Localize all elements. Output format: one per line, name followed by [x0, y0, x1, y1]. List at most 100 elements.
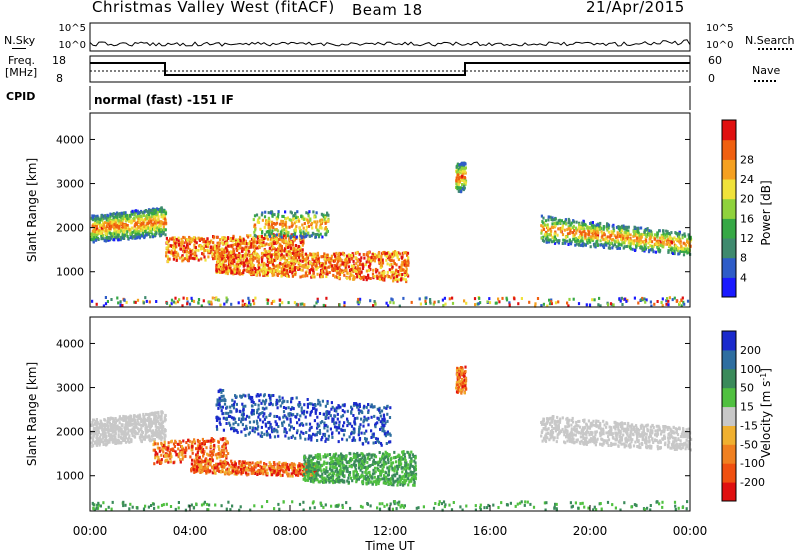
power-cell	[664, 236, 667, 239]
power-cell	[96, 228, 99, 232]
power-cell	[620, 243, 623, 247]
velocity-cell	[106, 422, 109, 425]
power-cell	[145, 226, 148, 230]
power-cell	[145, 228, 148, 232]
nsearch-legend-line	[758, 48, 792, 50]
velocity-cell	[145, 435, 148, 439]
velocity-cell	[145, 431, 148, 435]
velocity-cell	[118, 440, 121, 444]
power-cell	[599, 221, 602, 225]
velocity-cell	[231, 462, 234, 465]
power-cell	[459, 178, 462, 182]
power-cell	[138, 220, 141, 224]
velocity-cell	[148, 418, 151, 422]
power-cell	[277, 253, 280, 257]
power-cell	[367, 264, 371, 268]
power-cell	[343, 301, 346, 305]
power-cell	[679, 241, 682, 245]
power-cell	[369, 262, 372, 266]
power-cell	[273, 299, 276, 303]
velocity-cell	[202, 454, 205, 458]
power-cell	[673, 252, 676, 256]
power-cell	[378, 271, 381, 275]
power-cell	[269, 248, 272, 252]
velocity-cell	[199, 443, 202, 447]
power-cell	[245, 303, 248, 307]
power-cell	[217, 298, 221, 302]
power-cell	[550, 218, 553, 221]
power-cell	[461, 174, 464, 178]
velocity-cell	[197, 440, 200, 444]
power-cell	[114, 218, 117, 222]
nsearch-tick-top: 10^5	[706, 23, 733, 34]
power-cell	[681, 249, 684, 253]
power-cell	[336, 260, 339, 264]
velocity-cell	[180, 445, 183, 449]
velocity-cell	[164, 458, 168, 462]
power-cell	[322, 303, 325, 307]
power-cell	[677, 239, 680, 243]
power-cell	[603, 243, 606, 247]
velocity-cell	[139, 415, 142, 419]
power-cell	[299, 259, 302, 263]
power-cell	[103, 239, 106, 243]
velocity-cell	[154, 450, 157, 454]
power-cell	[455, 176, 458, 180]
power-cell	[346, 271, 349, 275]
power-cell	[97, 238, 100, 241]
power-cell	[199, 237, 202, 241]
power-cell	[165, 240, 168, 244]
power-cell	[325, 228, 328, 231]
power-cell	[460, 162, 463, 166]
power-cell	[621, 226, 624, 230]
power-cell	[264, 265, 267, 269]
power-cell	[650, 233, 653, 237]
power-cell	[212, 257, 215, 261]
power-cell	[596, 244, 599, 247]
power-cell	[673, 296, 676, 300]
power-cell	[300, 268, 303, 272]
velocity-cell	[152, 437, 155, 441]
power-cell	[163, 228, 166, 231]
power-cell	[324, 261, 328, 265]
velocity-cell	[133, 430, 136, 433]
power-cell	[248, 242, 251, 246]
power-cell	[192, 299, 196, 303]
power-cell	[636, 232, 639, 236]
power-cell	[547, 215, 550, 219]
power-cell	[183, 236, 186, 240]
power-cell	[564, 239, 567, 243]
power-cell	[351, 252, 354, 256]
power-cell	[147, 218, 150, 222]
power-cell	[343, 273, 346, 277]
power-cell	[213, 257, 216, 260]
velocity-cell	[285, 465, 288, 468]
velocity-cell	[164, 446, 167, 450]
power-cell	[644, 237, 647, 241]
power-cell	[498, 300, 501, 304]
power-cell	[170, 249, 173, 253]
power-cell	[154, 224, 157, 228]
power-cell	[406, 251, 410, 255]
power-cell	[297, 248, 300, 252]
power-cell	[316, 260, 319, 264]
power-cell	[400, 278, 403, 282]
power-cell	[357, 266, 360, 270]
power-cell	[301, 248, 304, 252]
power-cell	[242, 269, 245, 273]
power-cell	[616, 247, 619, 250]
power-cell	[284, 217, 287, 221]
power-cell	[215, 263, 218, 267]
power-cell	[285, 243, 288, 247]
power-cell	[184, 250, 187, 254]
power-cell	[479, 301, 482, 305]
velocity-cell	[272, 467, 275, 471]
power-cell	[227, 269, 230, 273]
power-cell	[323, 266, 327, 270]
power-cell	[561, 242, 564, 245]
power-cell	[325, 270, 328, 274]
power-cell	[629, 233, 632, 237]
velocity-cell	[131, 427, 134, 431]
power-cell	[642, 233, 645, 236]
power-cell	[277, 233, 280, 237]
